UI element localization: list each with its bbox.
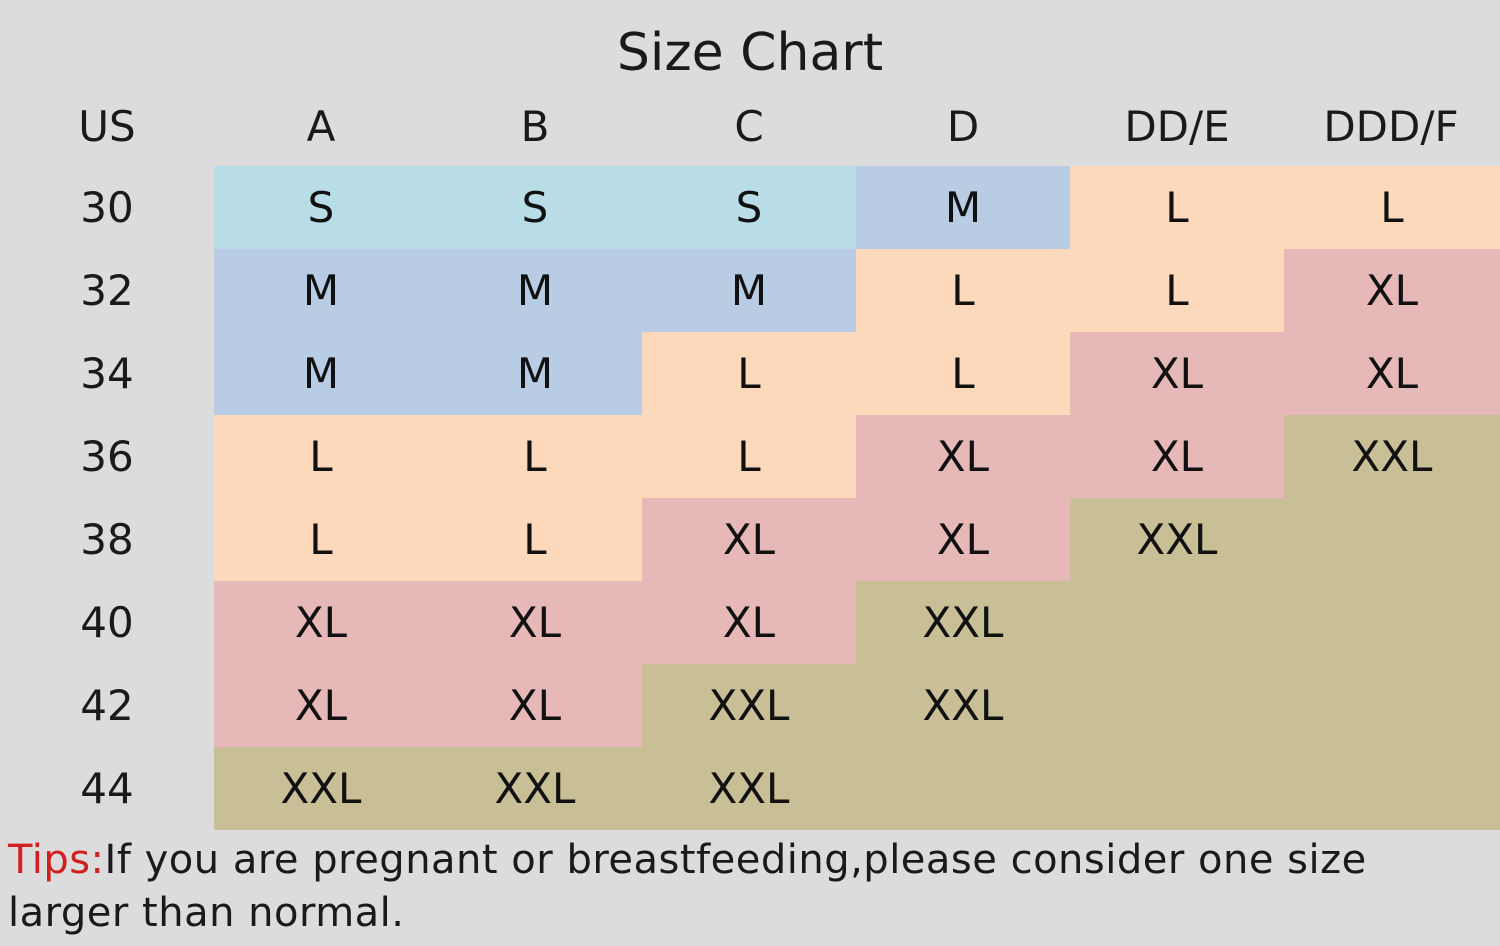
size-cell: XXL xyxy=(1284,415,1500,498)
size-cell: L xyxy=(642,332,856,415)
size-cell: L xyxy=(428,415,642,498)
column-header-cup: DD/E xyxy=(1124,102,1230,151)
size-cell: L xyxy=(1070,249,1284,332)
chart-title: Size Chart xyxy=(616,23,884,83)
size-cell: S xyxy=(214,166,428,249)
size-cell xyxy=(1284,747,1500,830)
column-header-cup: A xyxy=(306,102,336,151)
size-cell: XXL xyxy=(642,664,856,747)
size-cell: XXL xyxy=(856,581,1070,664)
size-cell: L xyxy=(428,498,642,581)
size-cell: XL xyxy=(856,415,1070,498)
size-cell: M xyxy=(856,166,1070,249)
band-size-label: 36 xyxy=(80,432,134,481)
size-cell: XL xyxy=(214,664,428,747)
size-cell: XL xyxy=(856,498,1070,581)
size-cell: M xyxy=(214,332,428,415)
size-cell: M xyxy=(642,249,856,332)
band-size-label: 44 xyxy=(80,764,134,813)
size-cell xyxy=(1284,498,1500,581)
size-cell: XL xyxy=(1284,249,1500,332)
size-cell: XL xyxy=(214,581,428,664)
size-cell: S xyxy=(428,166,642,249)
size-cell: L xyxy=(642,415,856,498)
column-header-us: US xyxy=(78,102,136,151)
size-cell: XXL xyxy=(856,664,1070,747)
band-size-label: 32 xyxy=(80,266,134,315)
size-cell: XL xyxy=(1070,415,1284,498)
size-cell: L xyxy=(1284,166,1500,249)
size-cell: XL xyxy=(642,498,856,581)
size-cell xyxy=(1284,664,1500,747)
band-size-label: 42 xyxy=(80,681,134,730)
column-header-cup: DDD/F xyxy=(1323,102,1459,151)
column-header-cup: D xyxy=(946,102,980,151)
size-cell: XXL xyxy=(642,747,856,830)
column-header-cup: B xyxy=(520,102,550,151)
size-cell xyxy=(1070,747,1284,830)
size-cell xyxy=(1070,664,1284,747)
size-cell xyxy=(856,747,1070,830)
size-cell: XL xyxy=(642,581,856,664)
size-cell: M xyxy=(214,249,428,332)
tips-label: Tips: xyxy=(8,837,105,883)
size-cell: M xyxy=(428,332,642,415)
size-cell: XXL xyxy=(1070,498,1284,581)
tips-text: If you are pregnant or breastfeeding,ple… xyxy=(8,837,1367,936)
column-header-cup: C xyxy=(734,102,764,151)
tips-note: Tips:If you are pregnant or breastfeedin… xyxy=(8,834,1488,940)
size-cell: S xyxy=(642,166,856,249)
size-cell: XL xyxy=(1284,332,1500,415)
size-cell: XXL xyxy=(428,747,642,830)
band-size-label: 40 xyxy=(80,598,134,647)
band-size-label: 38 xyxy=(80,515,134,564)
band-size-label: 34 xyxy=(80,349,134,398)
size-cell: L xyxy=(856,249,1070,332)
size-cell: XL xyxy=(1070,332,1284,415)
size-cell xyxy=(1070,581,1284,664)
size-cell: XL xyxy=(428,581,642,664)
size-cell: L xyxy=(856,332,1070,415)
size-cell: L xyxy=(1070,166,1284,249)
band-size-label: 30 xyxy=(80,183,134,232)
size-cell xyxy=(1284,581,1500,664)
size-cell: XL xyxy=(428,664,642,747)
size-cell: M xyxy=(428,249,642,332)
size-cell: L xyxy=(214,415,428,498)
size-cell: XXL xyxy=(214,747,428,830)
size-cell: L xyxy=(214,498,428,581)
